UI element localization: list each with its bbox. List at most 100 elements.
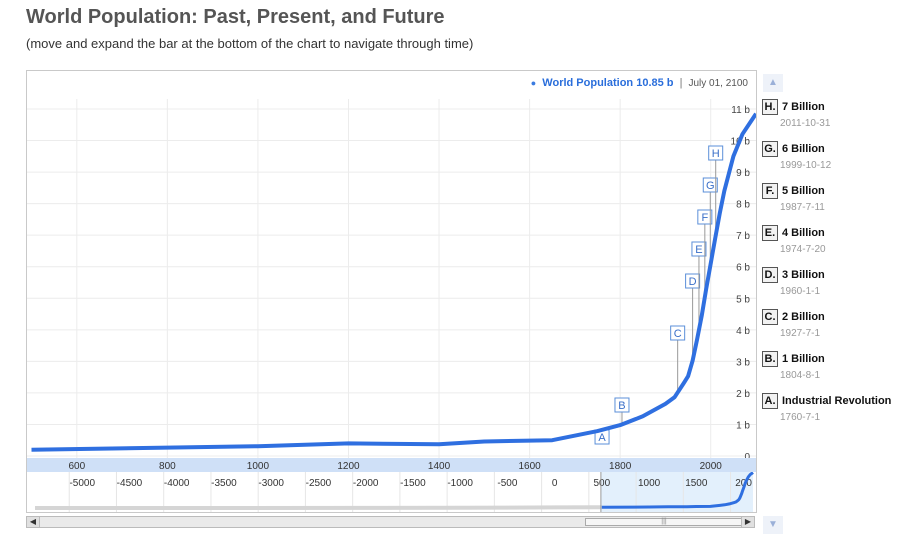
x-tick-label: 1400 (428, 461, 451, 472)
annotation-letter: B. (762, 350, 778, 367)
annotation-item[interactable]: H. 7 Billion 2011-10-31 (762, 98, 900, 129)
annotation-flag-letter: E (695, 244, 702, 256)
legend-value: 10.85 b (636, 77, 674, 89)
navigator-tick-label: -2000 (353, 478, 379, 489)
annotation-letter: E. (762, 224, 778, 241)
x-axis-band (27, 458, 756, 472)
legend-date: July 01, 2100 (688, 78, 749, 89)
annotation-flag-letter: F (701, 212, 708, 224)
annotations-panel: ▲ H. 7 Billion 2011-10-31 G. 6 Billion 199… (760, 74, 900, 534)
y-tick-label: 7 b (736, 231, 750, 242)
x-tick-label: 800 (159, 461, 176, 472)
x-tick-label: 1800 (609, 461, 632, 472)
annotation-flag-letter: D (689, 276, 697, 288)
scroll-left-icon[interactable]: ◀ (27, 517, 40, 527)
navigator-svg[interactable]: -5000 -4500 -4000 -3500 -3000 -2500 -2000 -1500… (27, 471, 756, 512)
annotation-item[interactable]: F. 5 Billion 1987-7-11 (762, 182, 900, 213)
annotation-flag (685, 273, 701, 289)
annotation-title: 7 Billion (782, 100, 825, 113)
annotation-title: 2 Billion (782, 310, 825, 323)
navigator-tick-label: -4500 (117, 478, 143, 489)
annotation-title: 5 Billion (782, 184, 825, 197)
navigator-tick-label: -1500 (400, 478, 426, 489)
chart-title: World Population: Past, Present, and Fut… (26, 6, 445, 28)
navigator-tick-label: 500 (593, 478, 610, 489)
annotation-item[interactable]: D. 3 Billion 1960-1-1 (762, 266, 900, 297)
navigator-tick-label: 1500 (685, 478, 708, 489)
y-tick-label: 4 b (736, 326, 750, 337)
navigator-tick-label: -1000 (447, 478, 473, 489)
scrollbar-thumb[interactable]: ||| (585, 518, 743, 526)
annotation-flag (697, 209, 713, 225)
annotation-title: 6 Billion (782, 142, 825, 155)
annotation-flag (702, 177, 718, 193)
navigator-tick-label: -3000 (258, 478, 284, 489)
annotation-item[interactable]: G. 6 Billion 1999-10-12 (762, 140, 900, 171)
annotation-letter: F. (762, 182, 778, 199)
annotation-title: Industrial Revolution (782, 394, 892, 407)
annotation-date: 1999-10-12 (780, 160, 832, 171)
annotation-date: 1927-7-1 (780, 328, 821, 339)
annotation-date: 1760-7-1 (780, 412, 821, 423)
navigator-series-line (601, 471, 754, 509)
annotation-date: 1974-7-20 (780, 244, 826, 255)
navigator-tick-label: 1000 (638, 478, 661, 489)
annotation-letter: D. (762, 266, 778, 283)
chart-legend: ● World Population 10.85 b | July 01, 21… (531, 77, 748, 89)
navigator-tick-label: -3500 (211, 478, 237, 489)
y-tick-label: 0 (744, 452, 750, 463)
annotation-letter: A. (762, 392, 778, 409)
annotation-flag-letter: H (712, 148, 720, 160)
annotation-item[interactable]: A. Industrial Revolution 1760-7-1 (762, 392, 900, 423)
annotation-flag-letter: A (598, 432, 606, 444)
legend-dot-icon: ● (530, 78, 537, 88)
annotation-date: 1987-7-11 (780, 202, 825, 213)
population-line (31, 112, 756, 452)
navigator-tick-label: -2500 (306, 478, 332, 489)
y-tick-label: 2 b (736, 389, 750, 400)
annotation-flag-letter: G (706, 180, 715, 192)
legend-series-name: World Population (542, 77, 634, 89)
annotation-date: 1960-1-1 (780, 286, 821, 297)
annotation-title: 3 Billion (782, 268, 825, 281)
annotation-title: 1 Billion (782, 352, 825, 365)
x-tick-label: 600 (68, 461, 85, 472)
scroll-down-icon[interactable]: ▼ (763, 516, 783, 534)
annotation-date: 1804-8-1 (780, 370, 821, 381)
legend-separator: | (679, 77, 683, 89)
annotation-item[interactable]: E. 4 Billion 1974-7-20 (762, 224, 900, 255)
chart-subtitle: (move and expand the bar at the bottom o… (26, 36, 474, 51)
navigator-tick-label: 0 (552, 478, 558, 489)
annotation-flag-letter: B (618, 400, 625, 412)
annotation-flag (691, 241, 707, 257)
y-tick-label: 8 b (736, 200, 750, 211)
navigator-tick-label: -500 (497, 478, 517, 489)
y-tick-label: 9 b (736, 168, 750, 179)
x-tick-label: 1600 (518, 461, 541, 472)
navigator-tick-label: -5000 (69, 478, 95, 489)
navigator-scrollbar[interactable]: ◀ ||| ▶ (26, 516, 755, 528)
navigator-tick-label: -4000 (164, 478, 190, 489)
y-tick-label: 6 b (736, 263, 750, 274)
annotation-title: 4 Billion (782, 226, 825, 239)
annotation-date: 2011-10-31 (780, 118, 831, 129)
y-tick-label: 3 b (736, 357, 750, 368)
y-tick-label: 11 b (731, 105, 750, 116)
range-navigator[interactable]: -5000 -4500 -4000 -3500 -3000 -2500 -2000 -1500… (26, 471, 757, 513)
scroll-right-icon[interactable]: ▶ (741, 517, 754, 527)
y-tick-label: 1 b (736, 420, 750, 431)
annotation-letter: C. (762, 308, 778, 325)
annotation-letter: G. (762, 140, 778, 157)
annotation-item[interactable]: C. 2 Billion 1927-7-1 (762, 308, 900, 339)
annotation-flag (670, 325, 686, 341)
navigator-context-line (35, 505, 602, 510)
x-tick-label: 1000 (247, 461, 270, 472)
y-tick-label: 5 b (736, 294, 750, 305)
x-tick-label: 2000 (700, 461, 723, 472)
scroll-up-icon[interactable]: ▲ (763, 74, 783, 92)
annotation-letter: H. (762, 98, 778, 115)
x-tick-label: 1200 (337, 461, 360, 472)
annotation-item[interactable]: B. 1 Billion 1804-8-1 (762, 350, 900, 381)
